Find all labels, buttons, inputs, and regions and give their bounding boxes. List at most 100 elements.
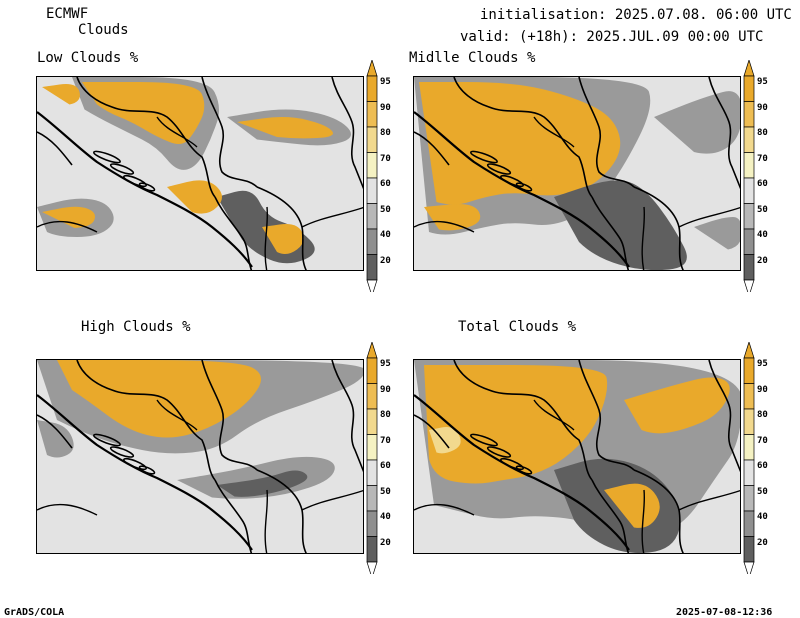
model-name: ECMWF [46, 6, 89, 22]
country-border [453, 77, 593, 198]
country-border [37, 220, 98, 233]
colorbar-label: 80 [757, 128, 768, 138]
country-border [264, 489, 269, 553]
colorbar-box [743, 203, 755, 230]
total-clouds-title: Total Clouds % [458, 319, 577, 335]
colorbar-label: 20 [757, 255, 768, 266]
colorbar-label: 40 [380, 512, 391, 522]
cloud-area [42, 206, 95, 228]
island-outline [470, 433, 498, 447]
coastline [37, 394, 253, 551]
total-clouds-map [413, 359, 741, 554]
colorbar-box [366, 357, 378, 384]
cloud-area [237, 117, 333, 139]
colorbar-box [366, 383, 378, 410]
coastline [414, 414, 450, 449]
colorbar-label: 95 [757, 77, 768, 87]
island-outline [109, 446, 135, 458]
colorbar-label: 50 [757, 204, 768, 215]
colorbar-box [366, 434, 378, 461]
country-border [678, 206, 740, 228]
middle-clouds-title: Midlle Clouds % [409, 50, 536, 66]
colorbar-label: 90 [757, 384, 768, 395]
colorbar-label: 80 [757, 410, 768, 420]
island-outline [500, 174, 524, 188]
country-border [201, 77, 258, 188]
colorbar-label: 50 [380, 204, 391, 215]
island-outline [93, 150, 121, 164]
colorbar-box [366, 152, 378, 179]
high-clouds-title: High Clouds % [81, 319, 191, 335]
colorbar-box [743, 254, 755, 281]
cloud-area [424, 204, 481, 231]
country-border [641, 489, 646, 553]
colorbar-box [743, 485, 755, 512]
coastline [37, 414, 73, 449]
product-name: Clouds [78, 22, 129, 38]
colorbar-label: 60 [757, 179, 768, 189]
colorbar-box [743, 126, 755, 153]
footer-left: GrADS/COLA [4, 607, 65, 618]
cloud-area [654, 91, 740, 154]
colorbar-box [743, 75, 755, 102]
country-border [578, 360, 635, 471]
low-clouds-title: Low Clouds % [37, 50, 139, 66]
island-outline [123, 174, 147, 188]
colorbar-label: 20 [380, 255, 391, 266]
colorbar-box [366, 408, 378, 435]
colorbar-label: 20 [380, 537, 391, 548]
country-border [301, 489, 363, 511]
country-border [578, 77, 635, 188]
colorbar-box [743, 434, 755, 461]
colorbar-label: 60 [757, 461, 768, 471]
island-outline [515, 465, 533, 475]
valid-time: valid: (+18h): 2025.JUL.09 00:00 UTC [460, 29, 764, 45]
colorbar-label: 90 [757, 102, 768, 113]
island-outline [138, 182, 156, 192]
coastline [37, 131, 73, 166]
colorbar-top-arrow [366, 60, 378, 77]
coastline [414, 394, 630, 551]
middle-clouds-colorbar: 95 90 80 70 60 50 40 20 [741, 60, 781, 292]
colorbar-top-arrow [743, 342, 755, 359]
cloud-area [624, 377, 730, 434]
colorbar-label: 20 [757, 537, 768, 548]
low-clouds-colorbar: 95 90 80 70 60 50 40 20 [364, 60, 404, 292]
cloud-area [217, 470, 308, 497]
colorbar-label: 70 [757, 153, 768, 164]
colorbar-bottom-arrow [366, 279, 378, 292]
colorbar-bottom-arrow [366, 561, 378, 574]
country-border [533, 116, 575, 148]
country-border [591, 479, 630, 553]
colorbar-label: 50 [757, 486, 768, 497]
colorbar-label: 70 [380, 435, 391, 446]
colorbar-box [366, 101, 378, 128]
colorbar-label: 40 [380, 230, 391, 240]
colorbar-box [366, 536, 378, 563]
cloud-area [604, 483, 660, 528]
country-border [708, 77, 740, 190]
cloud-area [42, 84, 80, 105]
coastline [37, 111, 253, 268]
colorbar-label: 70 [380, 153, 391, 164]
colorbar-bottom-arrow [743, 279, 755, 292]
high-clouds-colorbar: 95 90 80 70 60 50 40 20 [364, 342, 404, 574]
island-outline [138, 465, 156, 475]
island-outline [486, 446, 512, 458]
coastline [414, 131, 450, 166]
colorbar-box [743, 536, 755, 563]
colorbar-box [366, 459, 378, 486]
low-clouds-map [36, 76, 364, 271]
island-outline [93, 433, 121, 447]
colorbar-label: 90 [380, 384, 391, 395]
colorbar-box [366, 126, 378, 153]
colorbar-box [366, 177, 378, 204]
cloud-area [554, 180, 687, 270]
colorbar-box [366, 510, 378, 537]
country-border [264, 206, 269, 270]
country-border [591, 196, 630, 270]
colorbar-box [743, 228, 755, 255]
country-border [76, 360, 216, 481]
country-border [533, 399, 575, 431]
colorbar-top-arrow [366, 342, 378, 359]
